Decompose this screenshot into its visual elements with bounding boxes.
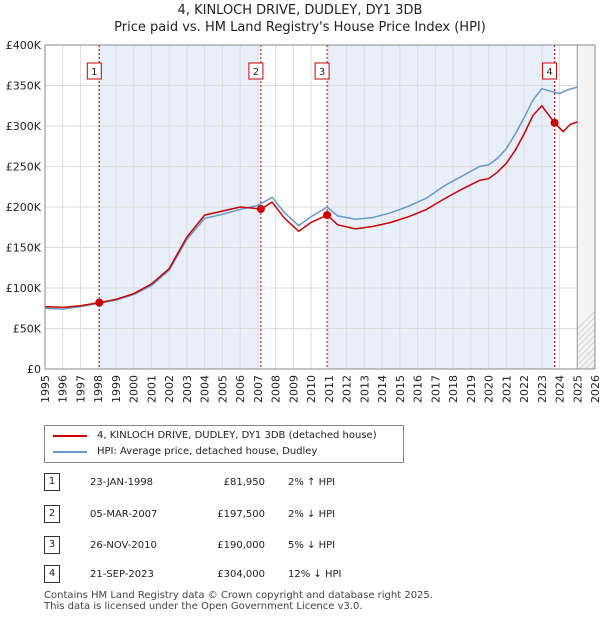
sale-number-badge: 1 bbox=[44, 473, 60, 491]
x-tick-label: 2001 bbox=[145, 375, 158, 403]
x-tick-label: 2019 bbox=[465, 375, 478, 403]
x-tick-label: 2016 bbox=[412, 375, 425, 403]
sale-price: £197,500 bbox=[217, 509, 265, 520]
x-tick-label: 2011 bbox=[323, 375, 336, 403]
x-tick-label: 2007 bbox=[252, 375, 265, 403]
y-tick-label: £150K bbox=[6, 242, 42, 255]
x-tick-label: 1996 bbox=[57, 375, 70, 403]
x-tick-label: 2005 bbox=[216, 375, 229, 403]
sale-number-badge: 3 bbox=[44, 536, 60, 554]
sale-label-number: 3 bbox=[319, 67, 325, 78]
chart-title-block: 4, KINLOCH DRIVE, DUDLEY, DY1 3DB Price … bbox=[0, 2, 600, 36]
x-tick-label: 2013 bbox=[358, 375, 371, 403]
x-tick-label: 1999 bbox=[110, 375, 123, 403]
table-row: 3 26-NOV-2010 £190,000 5% ↓ HPI bbox=[0, 536, 600, 554]
x-tick-label: 1997 bbox=[74, 375, 87, 403]
x-tick-label: 2009 bbox=[287, 375, 300, 403]
price-series-line bbox=[44, 104, 578, 309]
sale-label-number: 2 bbox=[253, 67, 259, 78]
sale-hpi-diff: 2% ↑ HPI bbox=[288, 477, 336, 488]
plot-frame bbox=[44, 44, 596, 370]
footer: Contains HM Land Registry data © Crown c… bbox=[44, 590, 433, 612]
x-tick-label: 2004 bbox=[199, 375, 212, 403]
sale-point bbox=[95, 298, 104, 307]
legend: 4, KINLOCH DRIVE, DUDLEY, DY1 3DB (detac… bbox=[44, 425, 404, 463]
y-tick-label: £100K bbox=[6, 282, 42, 295]
x-tick-label: 2010 bbox=[305, 375, 318, 403]
sale-price: £190,000 bbox=[217, 540, 265, 551]
x-tick-label: 2015 bbox=[394, 375, 407, 403]
legend-price-label: 4, KINLOCH DRIVE, DUDLEY, DY1 3DB (detac… bbox=[97, 430, 377, 441]
x-tick-label: 2023 bbox=[536, 375, 549, 403]
x-tick-label: 1998 bbox=[92, 375, 105, 403]
sale-label-box bbox=[542, 62, 558, 80]
sale-number-badge: 4 bbox=[44, 565, 60, 583]
legend-hpi-label: HPI: Average price, detached house, Dudl… bbox=[97, 446, 318, 457]
sale-price: £81,950 bbox=[223, 477, 265, 488]
sale-label-box bbox=[248, 62, 264, 80]
sale-hpi-diff: 12% ↓ HPI bbox=[288, 569, 342, 580]
sale-label-number: 1 bbox=[91, 67, 97, 78]
sale-date: 05-MAR-2007 bbox=[90, 509, 158, 520]
sale-label-box bbox=[86, 62, 102, 80]
x-tick-label: 2003 bbox=[181, 375, 194, 403]
price-chart: 1 2 3 4 £0 £50K £100K £150K £200K £250K £300K £350… bbox=[6, 39, 600, 403]
table-row: 4 21-SEP-2023 £304,000 12% ↓ HPI bbox=[0, 565, 600, 583]
x-tick-label: 2026 bbox=[589, 375, 600, 403]
chart-title: 4, KINLOCH DRIVE, DUDLEY, DY1 3DB bbox=[177, 3, 423, 18]
x-tick-label: 2008 bbox=[270, 375, 283, 403]
price-line-swatch bbox=[53, 435, 87, 437]
footer-copyright: Contains HM Land Registry data © Crown c… bbox=[44, 590, 433, 601]
y-tick-label: £50K bbox=[13, 323, 42, 336]
sale-date: 26-NOV-2010 bbox=[90, 540, 157, 551]
sale-date: 21-SEP-2023 bbox=[90, 569, 154, 580]
x-tick-label: 2002 bbox=[163, 375, 176, 403]
x-tick-label: 2017 bbox=[429, 375, 442, 403]
x-tick-label: 2012 bbox=[341, 375, 354, 403]
hpi-series-line bbox=[44, 86, 578, 310]
y-tick-label: £400K bbox=[6, 39, 42, 52]
sale-number-badge: 2 bbox=[44, 505, 60, 523]
x-tick-label: 2025 bbox=[571, 375, 584, 403]
x-tick-label: 2022 bbox=[518, 375, 531, 403]
sale-label-box bbox=[314, 62, 330, 80]
sale-point bbox=[550, 118, 559, 127]
x-tick-label: 2020 bbox=[483, 375, 496, 403]
y-tick-label: £250K bbox=[6, 161, 42, 174]
x-tick-label: 2014 bbox=[376, 375, 389, 403]
x-tick-label: 2024 bbox=[554, 375, 567, 403]
x-tick-label: 2000 bbox=[128, 375, 141, 403]
x-tick-label: 2018 bbox=[447, 375, 460, 403]
sale-point bbox=[323, 211, 332, 220]
future-region bbox=[577, 45, 595, 369]
sale-label-number: 4 bbox=[546, 67, 552, 78]
sale-hpi-diff: 5% ↓ HPI bbox=[288, 540, 336, 551]
y-tick-label: £0 bbox=[27, 363, 41, 376]
hpi-line-swatch bbox=[53, 451, 87, 453]
sale-date: 23-JAN-1998 bbox=[90, 477, 154, 488]
table-row: 1 23-JAN-1998 £81,950 2% ↑ HPI bbox=[0, 473, 600, 491]
x-tick-label: 1995 bbox=[39, 375, 52, 403]
future-hatch-stroke bbox=[577, 310, 595, 330]
x-tick-label: 2021 bbox=[500, 375, 513, 403]
y-tick-label: £200K bbox=[6, 201, 42, 214]
y-tick-label: £350K bbox=[6, 80, 42, 93]
footer-licence: This data is licensed under the Open Gov… bbox=[44, 601, 363, 612]
sale-price: £304,000 bbox=[217, 569, 265, 580]
chart-subtitle: Price paid vs. HM Land Registry's House … bbox=[114, 20, 486, 35]
sale-point bbox=[256, 205, 265, 214]
table-row: 2 05-MAR-2007 £197,500 2% ↓ HPI bbox=[0, 505, 600, 523]
y-tick-label: £300K bbox=[6, 120, 42, 133]
sale-hpi-diff: 2% ↓ HPI bbox=[288, 509, 336, 520]
x-tick-label: 2006 bbox=[234, 375, 247, 403]
